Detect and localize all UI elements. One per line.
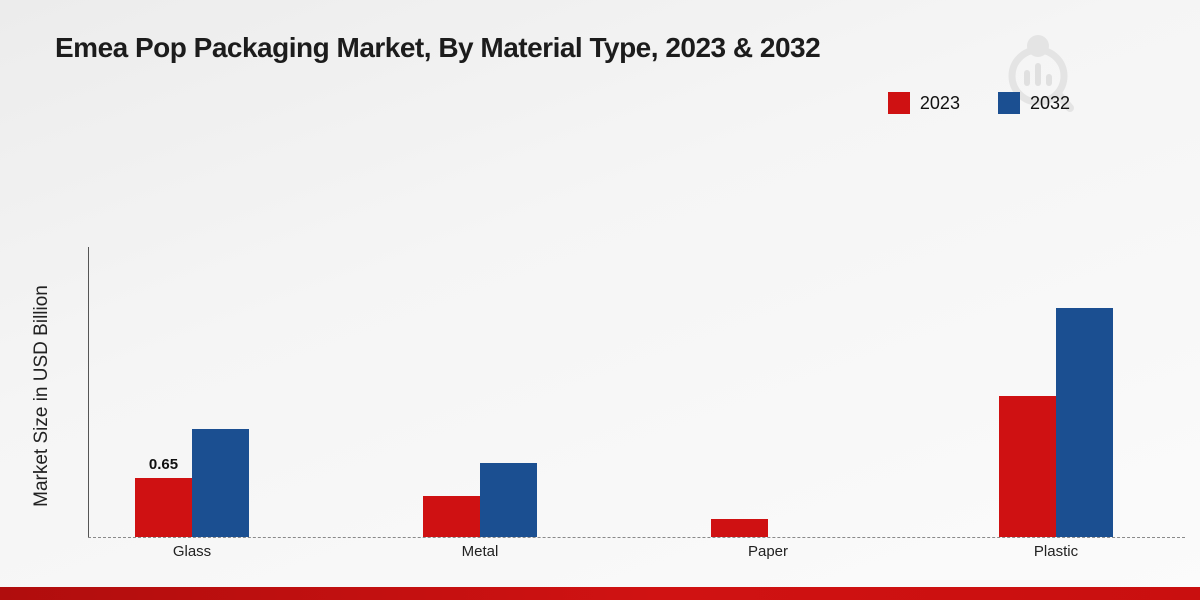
legend-swatch-2032 [997, 92, 1020, 114]
category-label-glass: Glass [172, 543, 212, 560]
bar-group-paper [711, 519, 825, 537]
bar-paper-2023 [711, 519, 768, 537]
legend: 2023 2032 [887, 92, 1070, 114]
bar-group-plastic [999, 308, 1113, 537]
bar-glass-2032 [192, 429, 249, 537]
y-axis-line [88, 247, 89, 537]
accent-strip [0, 587, 1200, 600]
chart-title: Emea Pop Packaging Market, By Material T… [55, 32, 821, 63]
bar-metal-2032 [480, 463, 537, 537]
bar-plastic-2032 [1056, 308, 1113, 537]
legend-label-2032: 2032 [1029, 92, 1070, 113]
bar-group-glass: 0.65 [135, 429, 249, 537]
plot-area: 0.65 Glass Metal Paper Plastic [88, 130, 1185, 560]
legend-swatch-2023 [887, 92, 910, 114]
bar-plastic-2023 [999, 396, 1056, 537]
bar-metal-2023 [423, 496, 480, 537]
legend-item-2023: 2023 [887, 92, 960, 114]
category-label-plastic: Plastic [1033, 543, 1079, 560]
y-axis-label: Market Size in USD Billion [31, 285, 52, 507]
brand-watermark-logo [1002, 30, 1082, 119]
bar-glass-2023: 0.65 [135, 456, 192, 537]
bar-group-metal [423, 463, 537, 537]
bar-value-label: 0.65 [148, 456, 179, 473]
category-label-paper: Paper [747, 543, 789, 560]
legend-label-2023: 2023 [919, 92, 960, 113]
category-label-metal: Metal [461, 543, 499, 560]
legend-item-2032: 2032 [997, 92, 1070, 114]
